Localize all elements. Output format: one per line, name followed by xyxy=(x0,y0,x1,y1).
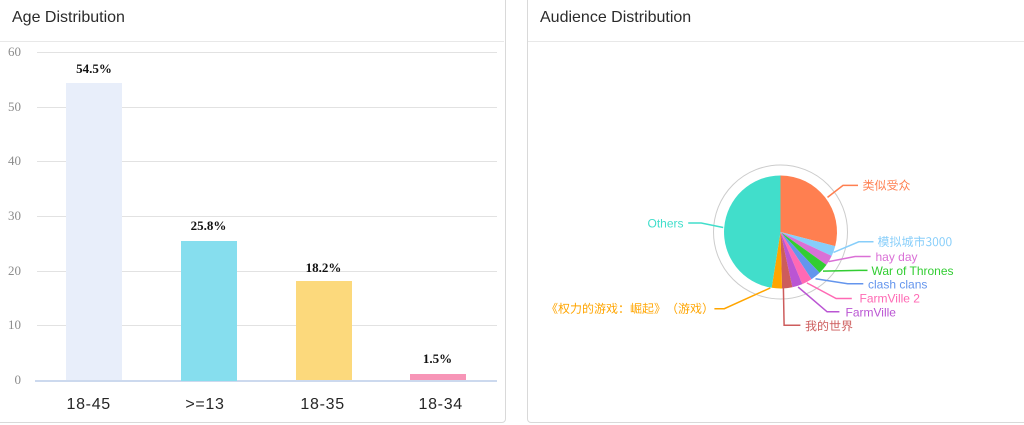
svg-text:hay day: hay day xyxy=(876,250,918,264)
svg-text:FarmVille: FarmVille xyxy=(846,306,897,320)
svg-text:Others: Others xyxy=(647,216,683,230)
svg-text:clash clans: clash clans xyxy=(868,278,927,292)
svg-text:FarmVille 2: FarmVille 2 xyxy=(860,292,921,306)
svg-text:War of Thrones: War of Thrones xyxy=(872,264,954,278)
